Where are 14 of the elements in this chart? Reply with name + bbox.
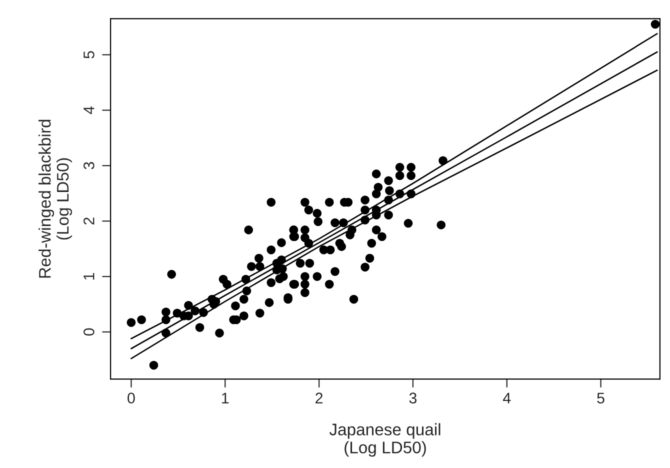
y-tick-label: 0 — [84, 328, 94, 336]
y-tick-label: 3 — [84, 162, 94, 170]
x-tick-label: 0 — [128, 392, 135, 404]
y-axis-title: Red-winged blackbird (Log LD50) — [38, 120, 72, 278]
y-tick-label: 5 — [84, 51, 94, 58]
y-tick-label: 2 — [84, 218, 94, 225]
x-tick-label: 3 — [409, 392, 417, 404]
x-tick-label: 5 — [597, 392, 604, 404]
x-tick-label: 2 — [316, 392, 323, 404]
y-tick-label: 4 — [84, 106, 94, 114]
x-tick-label: 1 — [222, 392, 229, 404]
x-axis-title: Japanese quail (Log LD50) — [329, 423, 440, 457]
x-tick-label: 4 — [502, 392, 511, 404]
y-tick-label: 1 — [84, 273, 94, 280]
